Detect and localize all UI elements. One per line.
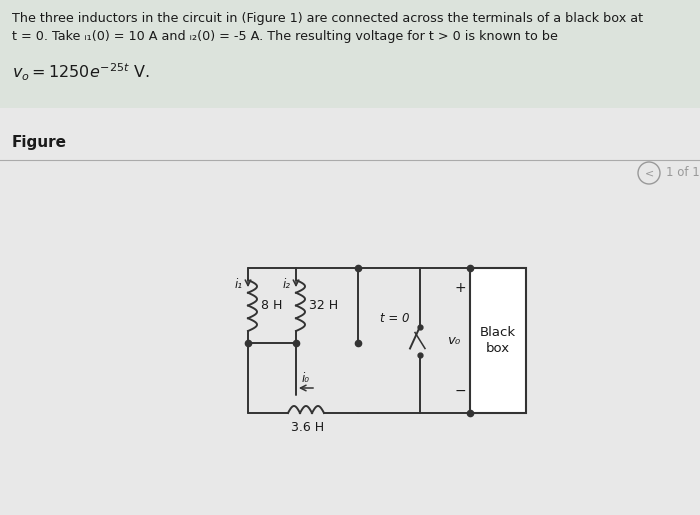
Bar (0, 0, 700, 108)
Text: The three inductors in the circuit in (Figure 1) are connected across the termin: The three inductors in the circuit in (F… (12, 12, 643, 25)
Text: +: + (454, 281, 466, 295)
Text: <: < (645, 168, 654, 178)
Text: t = 0: t = 0 (380, 312, 410, 325)
Text: v₀: v₀ (447, 334, 461, 347)
Text: i₀: i₀ (302, 372, 310, 385)
Text: i₂: i₂ (283, 278, 291, 290)
Text: t = 0. Take ᵢ₁(0) = 10 A and ᵢ₂(0) = -5 A. The resulting voltage for t > 0 is kn: t = 0. Take ᵢ₁(0) = 10 A and ᵢ₂(0) = -5 … (12, 30, 558, 43)
Text: i₁: i₁ (235, 278, 243, 290)
Text: 3.6 H: 3.6 H (291, 421, 325, 434)
Text: 8 H: 8 H (261, 299, 282, 312)
Text: Black
box: Black box (480, 327, 516, 354)
Bar (470, 268, 526, 413)
Text: Figure: Figure (12, 135, 67, 150)
Text: 1 of 1: 1 of 1 (666, 166, 700, 180)
Text: $v_o = 1250e^{-25t}$ V.: $v_o = 1250e^{-25t}$ V. (12, 62, 150, 83)
Text: 32 H: 32 H (309, 299, 338, 312)
Text: −: − (454, 384, 466, 398)
